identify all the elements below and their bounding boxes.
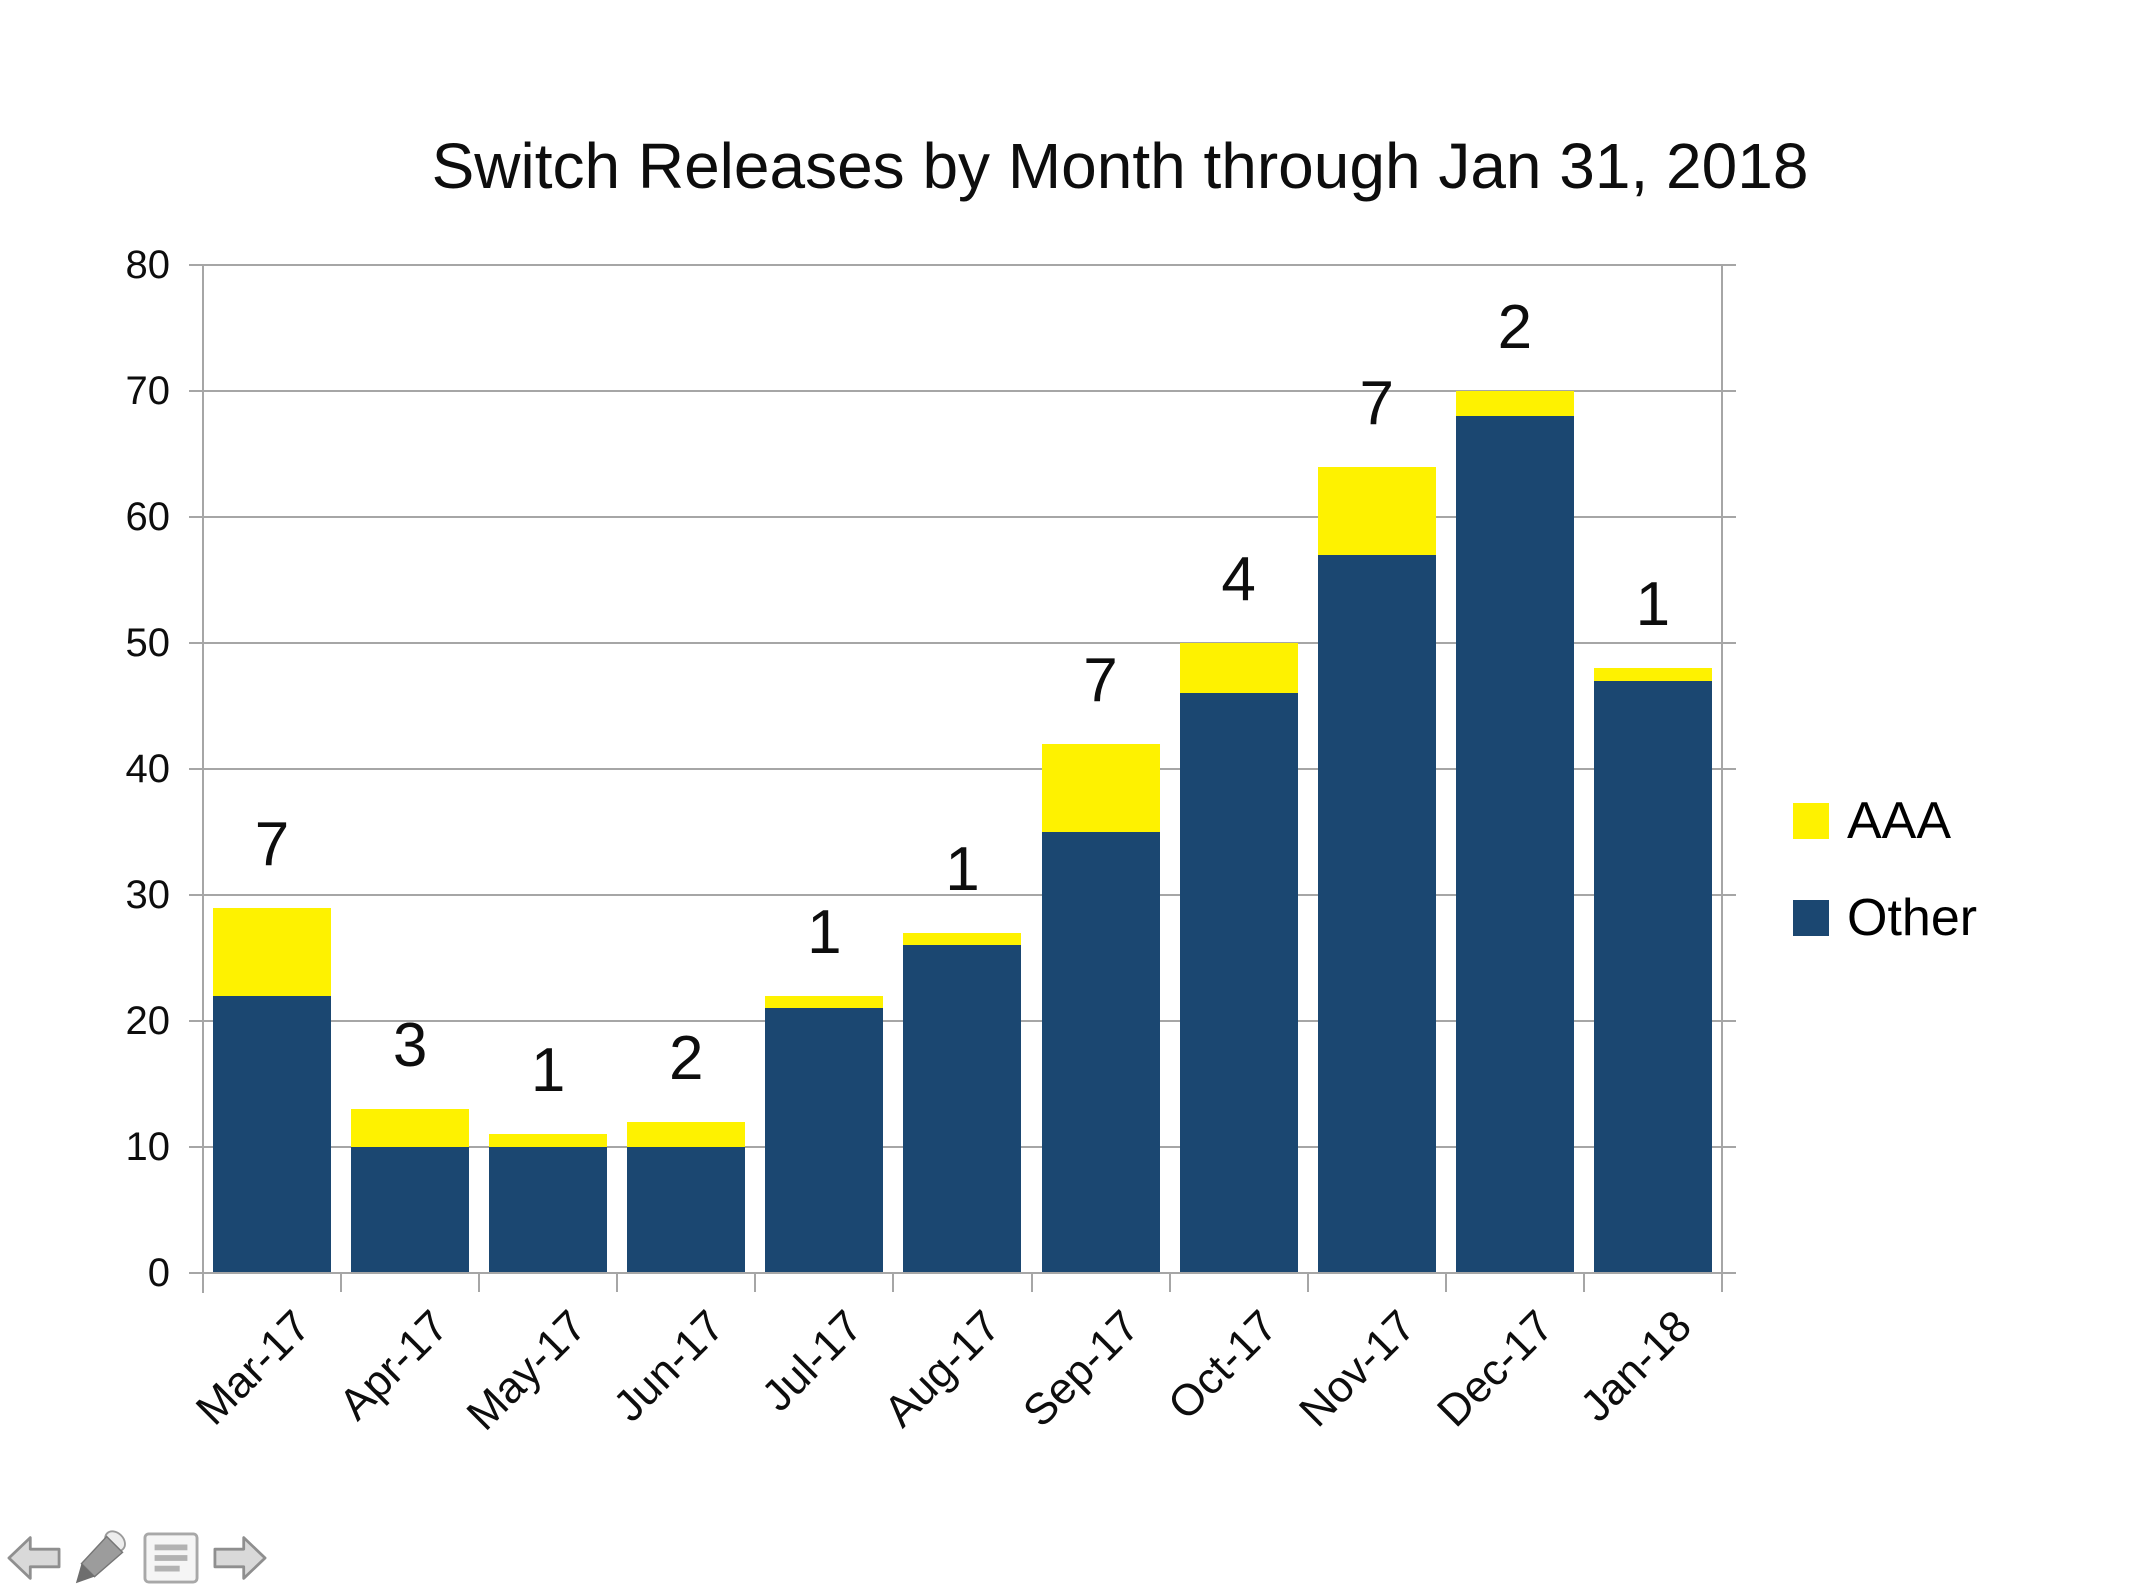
bar-segment-aaa — [489, 1134, 608, 1147]
bar-value-label: 7 — [254, 809, 290, 879]
legend-swatch-other — [1793, 900, 1829, 936]
bar-segment-aaa — [351, 1109, 470, 1147]
y-axis-tick — [189, 1020, 203, 1022]
bar-value-label: 1 — [530, 1036, 566, 1106]
legend-label-other: Other — [1847, 889, 1978, 947]
legend-swatch-aaa — [1793, 803, 1829, 839]
y-axis-tick — [189, 894, 203, 896]
y-axis-tick-right — [1722, 390, 1736, 392]
bar-segment-other — [213, 995, 331, 1273]
slide-menu-icon[interactable] — [142, 1531, 200, 1585]
x-axis-tick — [478, 1273, 481, 1292]
bar-segment-aaa — [1179, 643, 1298, 694]
bar-segment-other — [1317, 554, 1436, 1273]
bar-value-label: 2 — [1497, 293, 1533, 362]
y-axis-tick-right — [1722, 1020, 1736, 1022]
legend-item-aaa: AAA — [1793, 792, 1977, 850]
x-axis-tick — [340, 1273, 343, 1292]
x-axis-tick — [1582, 1273, 1585, 1292]
bar-segment-other — [765, 1008, 884, 1273]
bar-segment-other — [627, 1147, 746, 1273]
bar-segment-other — [1179, 693, 1298, 1273]
y-axis-tick-label: 70 — [125, 369, 171, 413]
y-axis-tick-label: 20 — [125, 999, 171, 1043]
bar-segment-aaa — [1317, 466, 1436, 555]
y-axis-tick-right — [1722, 894, 1736, 896]
pen-icon[interactable] — [74, 1530, 130, 1586]
y-axis-tick — [189, 642, 203, 644]
slideshow-nav-toolbar — [6, 1530, 268, 1586]
gridline — [203, 390, 1722, 392]
x-axis-tick — [1168, 1273, 1171, 1292]
bar-segment-other — [1593, 680, 1712, 1273]
y-axis-tick-right — [1722, 768, 1736, 770]
x-axis-tick — [754, 1273, 757, 1292]
x-axis-line — [203, 1272, 1722, 1274]
bar-segment-aaa — [765, 995, 884, 1009]
y-axis-tick-right — [1722, 642, 1736, 644]
bar-value-label: 1 — [807, 897, 842, 967]
gridline — [203, 768, 1722, 770]
x-axis-tick — [1306, 1273, 1309, 1292]
y-axis-tick-label: 60 — [125, 495, 171, 539]
bar-segment-aaa — [903, 932, 1022, 946]
bar-segment-aaa — [213, 907, 331, 996]
chart-legend: AAA Other — [1793, 792, 1978, 995]
gridline — [203, 642, 1722, 644]
bar-value-label: 1 — [945, 834, 980, 904]
back-arrow-icon[interactable] — [6, 1532, 62, 1584]
x-axis-tick — [892, 1273, 895, 1292]
legend-label-aaa: AAA — [1847, 792, 1952, 850]
bar-segment-aaa — [1593, 668, 1712, 681]
y-axis-tick — [189, 1272, 203, 1274]
bar-segment-other — [1041, 832, 1160, 1273]
bar-segment-aaa — [1455, 391, 1574, 417]
bar-segment-other — [351, 1147, 470, 1273]
y-axis-tick-right — [1722, 1146, 1736, 1148]
legend-item-other: Other — [1793, 889, 1978, 947]
bar-value-label: 3 — [392, 1011, 428, 1081]
bar-segment-other — [1455, 416, 1574, 1273]
y-axis-tick-label: 10 — [125, 1125, 171, 1169]
bar-segment-aaa — [627, 1121, 746, 1147]
bar-segment-other — [903, 945, 1022, 1273]
y-axis-tick — [189, 264, 203, 266]
bar-value-label: 2 — [669, 1023, 704, 1093]
forward-arrow-icon[interactable] — [212, 1532, 268, 1584]
y-axis-tick-label: 80 — [125, 243, 171, 287]
y-axis-tick-right — [1722, 1272, 1736, 1274]
bar-segment-other — [489, 1147, 608, 1273]
y-axis-tick-label: 40 — [125, 747, 171, 791]
y-axis-tick — [189, 516, 203, 518]
x-axis-tick — [616, 1273, 619, 1292]
y-axis-tick — [189, 768, 203, 770]
y-axis-tick-right — [1722, 264, 1736, 266]
y-axis-tick-right — [1722, 516, 1736, 518]
y-axis-tick — [189, 1146, 203, 1148]
y-axis-tick — [189, 390, 203, 392]
y-axis-line — [202, 265, 204, 1293]
y-axis-tick-label: 0 — [147, 1251, 170, 1295]
bar-value-label: 4 — [1221, 545, 1256, 614]
y-axis-tick-label: 30 — [125, 873, 171, 917]
gridline — [203, 894, 1722, 896]
chart-title: Switch Releases by Month through Jan 31,… — [431, 130, 1809, 202]
x-axis-tick — [202, 1273, 204, 1292]
gridline — [203, 516, 1722, 518]
bar-value-label: 1 — [1635, 570, 1671, 640]
bar-segment-aaa — [1041, 743, 1160, 832]
x-axis-tick — [1030, 1273, 1033, 1292]
x-axis-tick — [1444, 1273, 1447, 1292]
bar-value-label: 7 — [1083, 645, 1118, 715]
gridline — [203, 264, 1722, 266]
y-axis-tick-label: 50 — [125, 621, 171, 665]
x-axis-tick — [1721, 1273, 1723, 1292]
bar-value-label: 7 — [1359, 368, 1394, 438]
